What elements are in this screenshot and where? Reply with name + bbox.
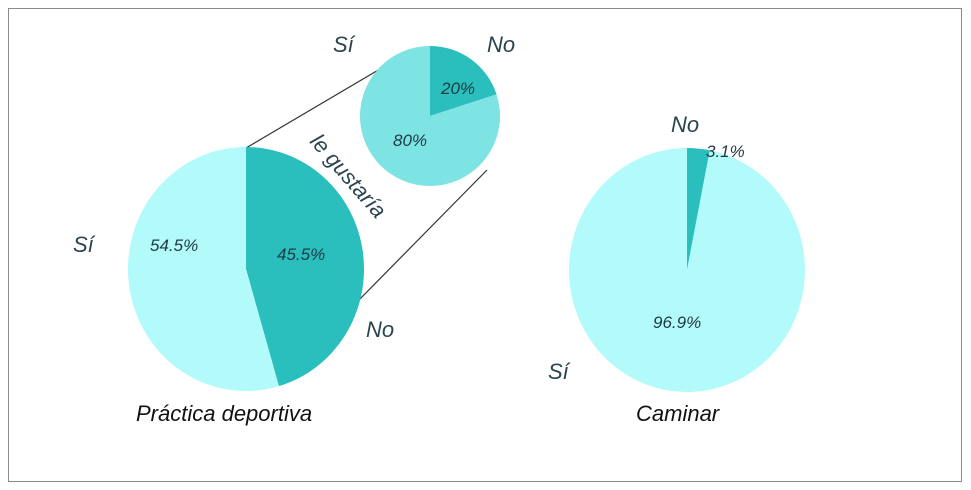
- breakdown-slice-si: [430, 46, 497, 116]
- breakdown-no-value-label: 20%: [440, 79, 475, 98]
- pie2-slice-si: [687, 148, 710, 270]
- pie2-no-category-label: No: [671, 112, 699, 137]
- breakdown-si-category-label: Sí: [333, 32, 356, 57]
- breakdown-slice-no: [359, 46, 500, 186]
- connector-line-top: [245, 55, 403, 149]
- pie1-no-value-label: 45.5%: [277, 245, 325, 264]
- pie2-si-value-label: 96.9%: [653, 313, 701, 332]
- pie1-si-value-label: 54.5%: [150, 236, 198, 255]
- pie1-no-category-label: No: [366, 317, 394, 342]
- pie2-slice-no: [568, 148, 805, 392]
- breakdown-no-category-label: No: [487, 32, 515, 57]
- pie2-si-category-label: Sí: [548, 359, 571, 384]
- connector-line-bottom: [354, 169, 488, 305]
- breakdown-si-value-label: 80%: [393, 131, 427, 150]
- pie1-si-category-label: Sí: [73, 232, 96, 257]
- pie2-no-value-label: 3.1%: [706, 142, 745, 161]
- pie1-slice-no: [128, 147, 279, 391]
- pie1-slice-si: [246, 147, 365, 387]
- pie2-title: Caminar: [636, 401, 721, 426]
- pie1-title: Práctica deportiva: [136, 401, 312, 426]
